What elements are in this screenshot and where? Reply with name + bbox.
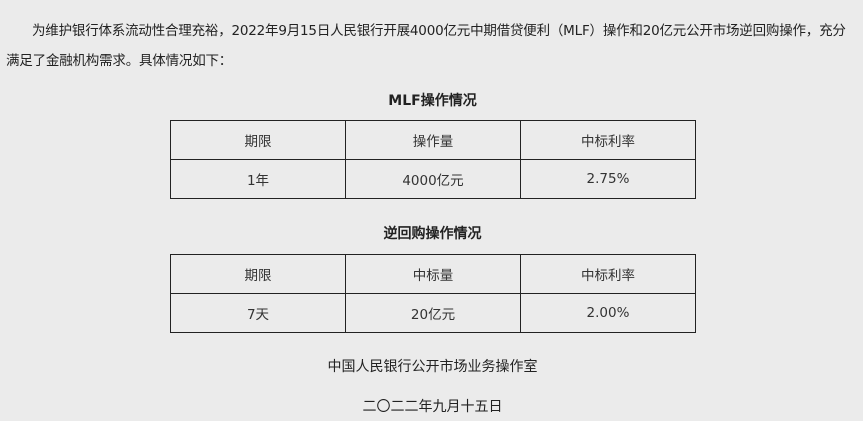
table-row: 7天 20亿元 2.00%: [170, 293, 696, 333]
repo-table: 期限 中标量 中标利率 7天 20亿元 2.00%: [170, 254, 696, 333]
header-cell: 中标量: [345, 254, 521, 294]
cell: 2.75%: [520, 159, 696, 199]
header-cell: 期限: [170, 254, 346, 294]
cell: 7天: [170, 293, 346, 333]
mlf-table-title: MLF操作情况: [388, 93, 477, 109]
cell: 20亿元: [345, 293, 521, 333]
cell: 4000亿元: [345, 159, 521, 199]
mlf-table: 期限 操作量 中标利率 1年 4000亿元 2.75%: [170, 120, 696, 199]
cell: 2.00%: [520, 293, 696, 333]
intro-paragraph: 为维护银行体系流动性合理充裕，2022年9月15日人民银行开展4000亿元中期借…: [6, 23, 846, 69]
header-cell: 中标利率: [520, 120, 696, 160]
issuer: 中国人民银行公开市场业务操作室: [327, 359, 538, 375]
header-cell: 操作量: [345, 120, 521, 160]
repo-table-title: 逆回购操作情况: [383, 226, 482, 242]
cell: 1年: [170, 159, 346, 199]
header-cell: 期限: [170, 120, 346, 160]
header-cell: 中标利率: [520, 254, 696, 294]
issue-date: 二〇二二年九月十五日: [362, 399, 503, 415]
table-header-row: 期限 中标量 中标利率: [170, 254, 696, 294]
table-row: 1年 4000亿元 2.75%: [170, 159, 696, 199]
table-header-row: 期限 操作量 中标利率: [170, 120, 696, 160]
